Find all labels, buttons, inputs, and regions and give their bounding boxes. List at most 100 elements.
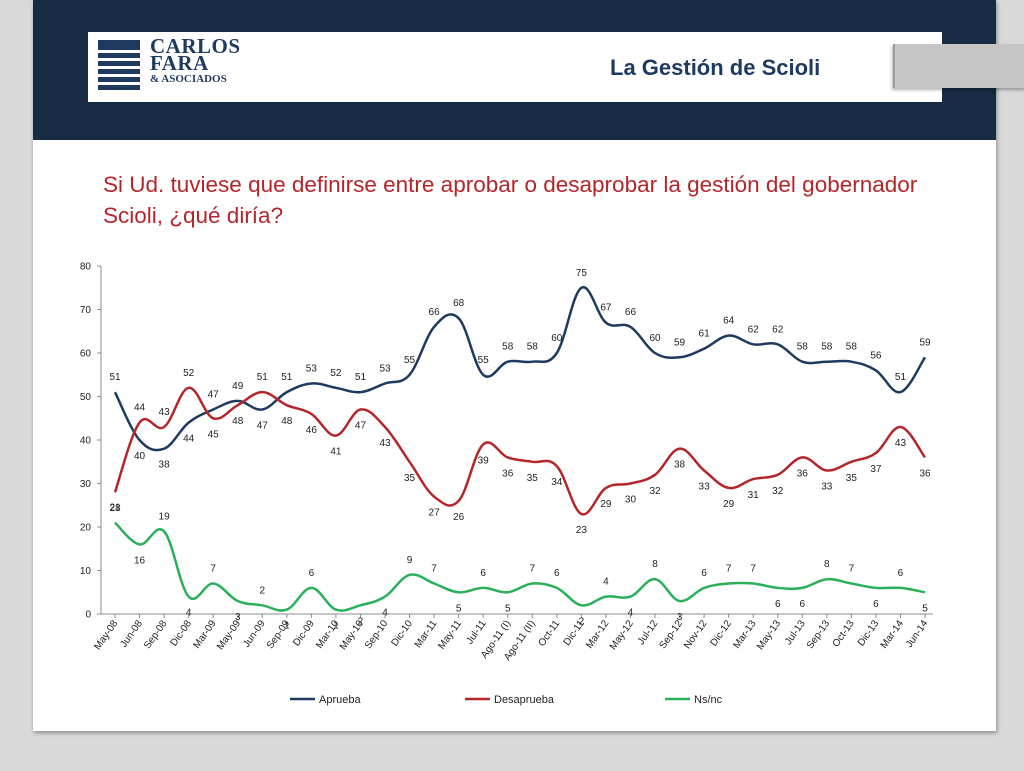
data-label-aprueba: 58 [527,342,539,353]
data-label-aprueba: 53 [379,363,391,374]
x-tick-label: May-13 [755,618,783,652]
y-tick-label: 80 [80,262,92,273]
data-label-nsnc: 5 [505,603,511,614]
data-label-aprueba: 60 [551,333,563,344]
legend-label-desaprueba: Desaprueba [494,694,555,706]
data-label-desaprueba: 48 [281,416,293,427]
data-label-aprueba: 62 [748,324,760,335]
data-label-aprueba: 67 [600,303,612,314]
data-label-desaprueba: 33 [699,481,711,492]
data-label-nsnc: 7 [431,564,437,575]
data-label-aprueba: 56 [870,350,882,361]
data-label-nsnc: 6 [898,568,904,579]
x-tick-label: Dic-08 [169,618,195,648]
data-label-aprueba: 59 [674,337,686,348]
x-tick-label: Oct-11 [536,618,562,649]
data-label-nsnc: 3 [235,612,241,623]
data-label-aprueba: 68 [453,298,465,309]
x-tick-label: Sep-08 [142,618,170,651]
data-label-aprueba: 62 [772,324,784,335]
y-tick-label: 20 [80,523,92,534]
x-tick-label: Sep-10 [363,618,391,651]
data-label-aprueba: 47 [257,421,269,432]
data-label-aprueba: 55 [404,355,416,366]
x-tick-label: Jul-12 [636,618,661,647]
data-label-nsnc: 6 [799,599,805,610]
data-label-desaprueba: 31 [748,490,760,501]
data-label-desaprueba: 39 [478,455,490,466]
data-label-desaprueba: 44 [134,403,146,414]
data-label-aprueba: 51 [281,372,293,383]
data-label-aprueba: 66 [625,307,637,318]
logo-area: CARLOS FARA & ASOCIADOS [88,32,942,102]
data-label-desaprueba: 34 [551,477,563,488]
data-label-aprueba: 75 [576,268,588,279]
data-label-nsnc: 7 [726,564,732,575]
x-tick-label: Nov-12 [682,618,710,651]
data-label-desaprueba: 26 [453,512,465,523]
data-label-nsnc: 4 [603,577,609,588]
data-label-desaprueba: 32 [772,486,784,497]
data-label-desaprueba: 35 [527,473,539,484]
data-label-aprueba: 44 [183,434,195,445]
data-label-aprueba: 58 [846,342,858,353]
data-label-nsnc: 4 [186,608,192,619]
data-label-desaprueba: 43 [895,438,907,449]
x-tick-label: Oct-13 [831,618,857,649]
data-label-aprueba: 53 [306,363,318,374]
data-label-desaprueba: 35 [846,473,858,484]
data-label-desaprueba: 36 [502,468,514,479]
x-tick-label: May-08 [92,618,120,652]
x-tick-label: Jul-11 [464,618,488,646]
data-label-aprueba: 66 [429,307,441,318]
data-label-desaprueba: 51 [257,372,269,383]
data-label-desaprueba: 23 [576,525,588,536]
data-label-desaprueba: 48 [232,416,244,427]
data-label-aprueba: 58 [502,342,514,353]
data-label-desaprueba: 43 [379,438,391,449]
y-tick-label: 70 [80,305,92,316]
data-label-aprueba: 51 [355,372,367,383]
data-label-nsnc: 2 [259,585,265,596]
data-label-aprueba: 60 [649,333,661,344]
data-label-nsnc: 16 [134,555,146,566]
data-label-aprueba: 55 [478,355,490,366]
data-label-desaprueba: 33 [821,481,833,492]
y-tick-label: 40 [80,436,92,447]
data-label-desaprueba: 29 [723,499,735,510]
data-label-aprueba: 61 [699,329,711,340]
x-tick-label: Dic-13 [856,618,882,648]
data-label-desaprueba: 45 [208,429,220,440]
x-tick-label: Dic-12 [709,618,735,648]
logo-line-2: FARA [150,51,209,75]
data-label-nsnc: 1 [333,621,339,632]
data-label-nsnc: 2 [579,616,585,627]
data-label-desaprueba: 52 [183,368,195,379]
data-label-desaprueba: 29 [600,499,612,510]
x-tick-label: Mar-14 [879,618,906,651]
data-label-nsnc: 6 [309,568,315,579]
data-label-aprueba: 51 [895,372,907,383]
survey-question: Si Ud. tuviese que definirse entre aprob… [103,172,918,228]
data-label-aprueba: 51 [109,372,121,383]
data-label-desaprueba: 46 [306,425,318,436]
data-label-nsnc: 5 [922,603,928,614]
data-label-desaprueba: 30 [625,495,637,506]
data-label-nsnc: 4 [382,608,388,619]
data-label-desaprueba: 47 [355,421,367,432]
series-line-nsnc [114,521,926,612]
x-tick-label: Dic-10 [389,618,415,648]
x-tick-label: May-12 [608,618,636,652]
data-label-nsnc: 6 [554,568,560,579]
x-tick-label: Jul-13 [783,618,808,647]
y-tick-label: 0 [85,610,91,621]
data-label-desaprueba: 36 [919,468,931,479]
data-label-desaprueba: 43 [159,407,171,418]
legend-label-nsnc: Ns/nc [694,694,723,706]
data-label-nsnc: 21 [109,503,121,514]
data-label-desaprueba: 37 [870,464,882,475]
data-label-desaprueba: 32 [649,486,661,497]
data-label-nsnc: 8 [824,559,830,570]
data-label-aprueba: 64 [723,316,735,327]
